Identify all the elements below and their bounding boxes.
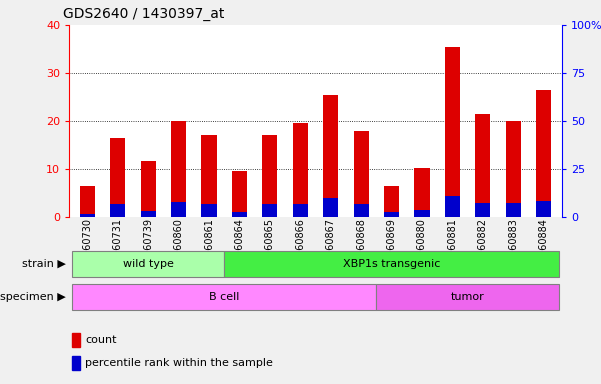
Bar — [110, 205, 126, 217]
Bar — [505, 121, 521, 217]
Bar — [80, 214, 95, 217]
Bar — [536, 90, 551, 217]
Bar — [171, 202, 186, 217]
Bar — [80, 186, 95, 217]
Bar — [445, 46, 460, 217]
Bar — [323, 198, 338, 217]
Bar — [384, 212, 399, 217]
Bar — [232, 171, 247, 217]
Bar — [171, 121, 186, 217]
Text: wild type: wild type — [123, 259, 174, 269]
Bar — [505, 203, 521, 217]
Bar — [72, 284, 376, 310]
Bar — [72, 333, 81, 347]
Bar — [262, 205, 278, 217]
Bar — [141, 161, 156, 217]
Text: GDS2640 / 1430397_at: GDS2640 / 1430397_at — [63, 7, 225, 21]
Text: strain ▶: strain ▶ — [22, 259, 66, 269]
Bar — [293, 205, 308, 217]
Text: specimen ▶: specimen ▶ — [1, 291, 66, 302]
Text: count: count — [85, 335, 117, 345]
Text: B cell: B cell — [209, 291, 239, 302]
Bar — [72, 356, 81, 370]
Text: tumor: tumor — [451, 291, 484, 302]
Bar — [201, 136, 216, 217]
Bar — [323, 94, 338, 217]
Bar — [445, 196, 460, 217]
Bar — [353, 131, 369, 217]
Bar — [72, 251, 224, 277]
Bar — [232, 212, 247, 217]
Text: XBP1s transgenic: XBP1s transgenic — [343, 259, 441, 269]
Bar — [475, 203, 490, 217]
Bar — [376, 284, 559, 310]
Bar — [201, 205, 216, 217]
Bar — [415, 168, 430, 217]
Bar — [415, 210, 430, 217]
Bar — [384, 186, 399, 217]
Bar — [353, 205, 369, 217]
Bar — [262, 136, 278, 217]
Bar — [475, 114, 490, 217]
Bar — [110, 138, 126, 217]
Bar — [224, 251, 559, 277]
Bar — [536, 201, 551, 217]
Text: percentile rank within the sample: percentile rank within the sample — [85, 358, 273, 368]
Bar — [293, 123, 308, 217]
Bar — [141, 211, 156, 217]
